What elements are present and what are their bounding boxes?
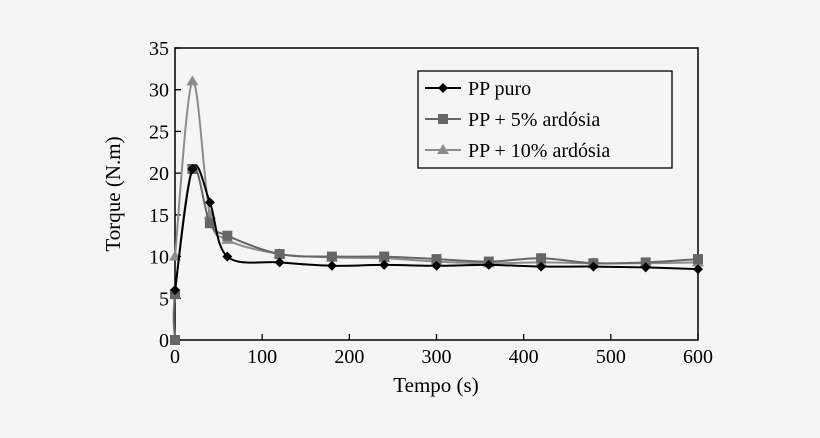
legend-item: PP + 5% ardósia: [425, 109, 600, 131]
y-tick-label: 0: [159, 330, 169, 352]
diamond-marker: [640, 262, 651, 273]
square-marker: [326, 251, 337, 262]
diamond-marker: [438, 83, 448, 93]
diamond-marker: [204, 197, 215, 208]
x-tick-label: 0: [170, 346, 180, 368]
series-line: [174, 164, 699, 291]
legend-item: PP puro: [425, 78, 531, 100]
x-tick-label: 200: [334, 346, 364, 368]
legend-label: PP puro: [468, 78, 531, 100]
y-tick-label: 20: [149, 163, 169, 185]
x-tick-label: 100: [247, 346, 277, 368]
square-marker: [170, 335, 180, 345]
diamond-marker: [693, 264, 703, 275]
diamond-marker: [431, 260, 442, 271]
square-marker: [431, 254, 442, 265]
x-axis-label: Tempo (s): [393, 373, 478, 397]
series-line: [172, 166, 699, 341]
y-tick-label: 10: [149, 247, 169, 269]
legend: PP puro PP + 5% ardósia PP + 10% ardósia: [417, 70, 673, 169]
square-marker: [438, 114, 448, 124]
series-square: [170, 163, 703, 345]
square-marker: [379, 251, 390, 262]
y-tick-label: 5: [159, 288, 169, 310]
square-marker: [274, 249, 285, 260]
y-axis-label: Torque (N.m): [101, 136, 125, 251]
triangle-marker: [437, 144, 449, 154]
triangle-marker: [186, 75, 199, 86]
legend-label: PP + 5% ardósia: [468, 109, 600, 131]
diamond-marker: [326, 260, 337, 271]
series-diamond: [170, 163, 703, 295]
y-tick-label: 15: [149, 205, 169, 227]
diamond-marker: [274, 257, 285, 268]
diamond-marker: [536, 261, 547, 272]
diamond-marker: [483, 259, 494, 270]
x-tick-label: 300: [422, 346, 452, 368]
diamond-marker: [588, 261, 599, 272]
y-tick-label: 30: [149, 80, 169, 102]
square-marker: [222, 230, 233, 241]
legend-item: PP + 10% ardósia: [425, 140, 610, 162]
square-marker: [536, 253, 547, 264]
x-tick-label: 500: [596, 346, 626, 368]
square-marker: [204, 218, 215, 229]
diamond-marker: [187, 163, 198, 174]
y-tick-label: 35: [149, 38, 169, 60]
x-tick-label: 400: [509, 346, 539, 368]
diamond-marker: [170, 284, 180, 295]
square-marker: [693, 254, 703, 265]
legend-label: PP + 10% ardósia: [468, 140, 610, 162]
diamond-marker: [379, 259, 390, 270]
diamond-marker: [222, 251, 233, 262]
x-tick-label: 600: [683, 346, 713, 368]
y-tick-label: 25: [149, 121, 169, 143]
square-marker: [640, 257, 651, 268]
